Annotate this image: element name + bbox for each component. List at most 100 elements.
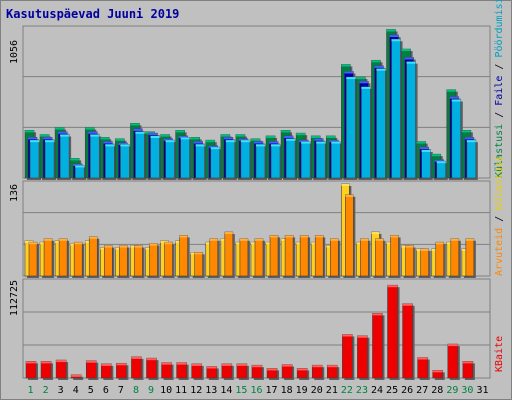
bar-middle-arvuteid-24-highlight — [375, 238, 384, 241]
bar-top-p-rdumisi-25 — [391, 38, 401, 179]
bar-bytes-4-shadow — [73, 376, 84, 380]
day-label-24: 24 — [371, 385, 383, 396]
bar-top-p-rdumisi-13 — [210, 146, 221, 179]
bar-middle-arvuteid-13 — [209, 238, 219, 277]
bar-middle-arvuteid-3 — [58, 238, 68, 277]
bar-top-faile-24-highlight — [374, 65, 384, 68]
panel-visits — [22, 25, 491, 181]
bar-middle-arvuteid-14 — [224, 231, 234, 277]
bar-top-k-lastusi-16-highlight — [250, 138, 260, 141]
bar-top-p-rdumisi-3-highlight — [60, 134, 70, 137]
legend-hits: Pöördumisi — [494, 0, 505, 58]
bar-middle-arvuteid-4-highlight — [74, 242, 83, 245]
day-label-3: 3 — [58, 385, 64, 396]
bar-middle-arvuteid-2-highlight — [44, 238, 53, 241]
bar-middle-arvuteid-3-highlight — [59, 238, 68, 241]
bar-middle-arvuteid-20-highlight — [315, 235, 324, 238]
bar-middle-arvuteid-19-highlight — [300, 235, 309, 238]
bar-middle-arvuteid-14-highlight — [224, 232, 233, 235]
bar-top-p-rdumisi-9-highlight — [150, 135, 160, 138]
bar-bytes-24-highlight — [372, 313, 383, 316]
bar-top-k-lastusi-8-highlight — [130, 123, 140, 126]
panel-bytes — [22, 278, 491, 380]
day-label-30: 30 — [461, 385, 473, 396]
bar-bytes-23-highlight — [357, 335, 368, 338]
bar-top-k-lastusi-9-highlight — [145, 131, 155, 134]
day-label-9: 9 — [148, 385, 154, 396]
bar-top-p-rdumisi-18 — [285, 138, 296, 179]
bar-middle-arvuteid-22-highlight — [345, 194, 354, 197]
bar-top-p-rdumisi-15-highlight — [240, 140, 250, 143]
day-label-1: 1 — [28, 385, 34, 396]
bar-bytes-7 — [116, 362, 127, 379]
bar-top-faile-26-highlight — [404, 57, 414, 60]
y-max-label-bottom: 112725 — [9, 280, 20, 316]
bar-top-p-rdumisi-21-highlight — [331, 141, 341, 144]
bar-top-p-rdumisi-5-highlight — [90, 134, 100, 137]
bar-top-k-lastusi-3-highlight — [55, 127, 65, 130]
bar-top-p-rdumisi-30-highlight — [466, 140, 476, 143]
bar-top-p-rdumisi-17 — [270, 144, 281, 179]
bar-top-p-rdumisi-17-highlight — [271, 144, 281, 147]
bar-bytes-26-highlight — [402, 303, 413, 306]
bar-top-k-lastusi-23-highlight — [356, 77, 366, 80]
svg-text:Arvuteid / Külastusi: Arvuteid / Külastusi — [494, 156, 505, 276]
bar-top-k-lastusi-1-highlight — [25, 130, 34, 133]
bar-bytes-10-highlight — [161, 362, 172, 365]
day-label-8: 8 — [133, 385, 139, 396]
bar-middle-arvuteid-11-highlight — [179, 235, 188, 238]
bar-bytes-5 — [85, 360, 97, 379]
bar-top-faile-10-highlight — [163, 138, 173, 141]
bar-top-k-lastusi-25-highlight — [386, 29, 396, 32]
bar-middle-arvuteid-17 — [269, 235, 279, 277]
bar-top-faile-1-highlight — [28, 137, 37, 140]
day-label-21: 21 — [326, 385, 338, 396]
bar-top-p-rdumisi-29 — [451, 99, 462, 179]
bar-middle-arvuteid-10 — [164, 241, 173, 277]
bar-middle-arvuteid-26 — [405, 245, 414, 277]
legend-middle: Arvuteid / Külastusi — [494, 156, 505, 276]
bar-bytes-3 — [55, 359, 67, 379]
bar-bytes-14-highlight — [221, 363, 232, 366]
bar-middle-arvuteid-1-highlight — [29, 242, 37, 245]
bar-bytes-18-highlight — [282, 364, 293, 367]
bar-top-p-rdumisi-5 — [89, 134, 100, 179]
bar-middle-k-lastusi-10-highlight — [160, 240, 169, 243]
bar-top-p-rdumisi-3 — [59, 134, 70, 179]
bar-top-faile-25-highlight — [389, 35, 399, 38]
bar-top-k-lastusi-12-highlight — [190, 137, 200, 140]
bar-middle-arvuteid-5-highlight — [89, 236, 98, 239]
bar-top-faile-30-highlight — [464, 137, 474, 140]
bar-top-k-lastusi-24-highlight — [371, 60, 381, 63]
bar-top-p-rdumisi-21 — [330, 141, 341, 179]
day-label-22: 22 — [341, 385, 353, 396]
bar-middle-k-lastusi-1-highlight — [25, 240, 33, 243]
bar-top-p-rdumisi-26 — [406, 61, 416, 179]
bar-top-p-rdumisi-13-highlight — [210, 147, 220, 150]
bar-middle-arvuteid-21-highlight — [330, 238, 339, 241]
bar-top-k-lastusi-14-highlight — [220, 134, 230, 137]
bar-bytes-29-highlight — [447, 344, 458, 347]
bar-top-p-rdumisi-23 — [361, 86, 371, 179]
bar-top-faile-27-highlight — [419, 147, 429, 150]
x-axis-day-labels: 1 2 3 4 5 6 7 8 9 10 11 12 13 14 15 16 17 18 19 20 21 22 23 24 2… — [28, 385, 489, 396]
bar-top-faile-2-highlight — [43, 137, 53, 140]
bar-top-p-rdumisi-1-highlight — [30, 140, 39, 143]
bar-middle-arvuteid-18-highlight — [285, 235, 294, 238]
bar-top-k-lastusi-13-highlight — [205, 140, 215, 143]
bar-middle-arvuteid-21 — [329, 238, 339, 277]
bar-middle-arvuteid-6 — [104, 245, 113, 277]
day-label-17: 17 — [266, 385, 278, 396]
bar-middle-arvuteid-17-highlight — [270, 235, 279, 238]
bar-bytes-3-highlight — [56, 360, 67, 363]
panel-hits — [22, 180, 491, 278]
bar-bytes-25 — [387, 284, 398, 379]
bar-top-faile-21-highlight — [329, 140, 339, 143]
day-label-14: 14 — [220, 385, 232, 396]
day-label-29: 29 — [446, 385, 458, 396]
bar-top-faile-4-highlight — [73, 163, 83, 166]
day-label-16: 16 — [250, 385, 262, 396]
day-label-2: 2 — [43, 385, 49, 396]
